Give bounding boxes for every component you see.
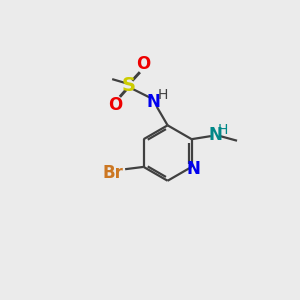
Text: S: S	[122, 76, 136, 95]
Text: H: H	[158, 88, 168, 102]
Text: N: N	[208, 126, 222, 144]
Text: H: H	[217, 123, 228, 137]
Text: N: N	[186, 160, 200, 178]
Text: O: O	[108, 95, 122, 113]
Text: N: N	[147, 93, 161, 111]
Text: O: O	[136, 56, 151, 74]
Text: Br: Br	[102, 164, 123, 182]
